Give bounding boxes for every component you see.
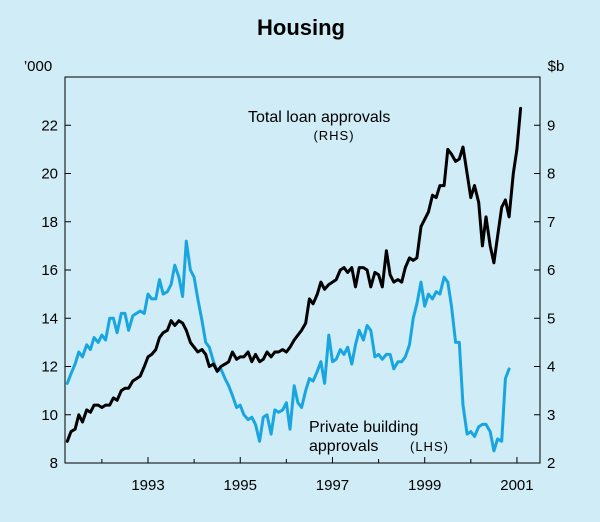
left-axis: 8 10 12 14 16 18 20 22 <box>41 117 71 472</box>
right-axis: 2 3 4 5 6 7 8 9 <box>534 117 555 472</box>
left-tick-label: 18 <box>41 214 58 231</box>
right-axis-unit: $b <box>548 58 565 75</box>
total-loan-label: Total loan approvals <box>248 109 390 126</box>
right-tick-label: 2 <box>547 455 555 472</box>
right-tick-label: 4 <box>547 359 555 376</box>
left-axis-unit: ’000 <box>24 58 52 75</box>
x-tick-label: 1995 <box>224 477 257 494</box>
left-tick-label: 8 <box>50 455 58 472</box>
right-tick-label: 8 <box>547 166 555 183</box>
left-tick-label: 16 <box>41 262 58 279</box>
total-loan-axis-label: (RHS) <box>313 128 354 143</box>
x-axis: 1993 1995 1997 1999 2001 <box>101 457 534 494</box>
right-tick-label: 9 <box>547 117 555 134</box>
left-tick-label: 14 <box>41 310 58 327</box>
right-tick-label: 7 <box>547 214 555 231</box>
x-tick-label: 1993 <box>131 477 164 494</box>
right-tick-label: 6 <box>547 262 555 279</box>
private-building-approvals-line <box>65 239 511 453</box>
left-tick-label: 12 <box>41 359 58 376</box>
private-building-axis-label: (LHS) <box>410 439 449 454</box>
series-layer <box>65 106 523 453</box>
right-tick-label: 3 <box>547 407 555 424</box>
private-building-label-2: approvals <box>309 438 378 455</box>
left-tick-label: 10 <box>41 407 58 424</box>
total-loan-approvals-line <box>65 106 523 443</box>
x-tick-label: 1999 <box>408 477 441 494</box>
right-tick-label: 5 <box>547 310 555 327</box>
x-tick-label: 1997 <box>316 477 349 494</box>
chart-title: Housing <box>257 15 345 40</box>
left-tick-label: 20 <box>41 166 58 183</box>
x-tick-label: 2001 <box>500 477 533 494</box>
left-tick-label: 22 <box>41 117 58 134</box>
private-building-label: Private building <box>309 419 418 436</box>
